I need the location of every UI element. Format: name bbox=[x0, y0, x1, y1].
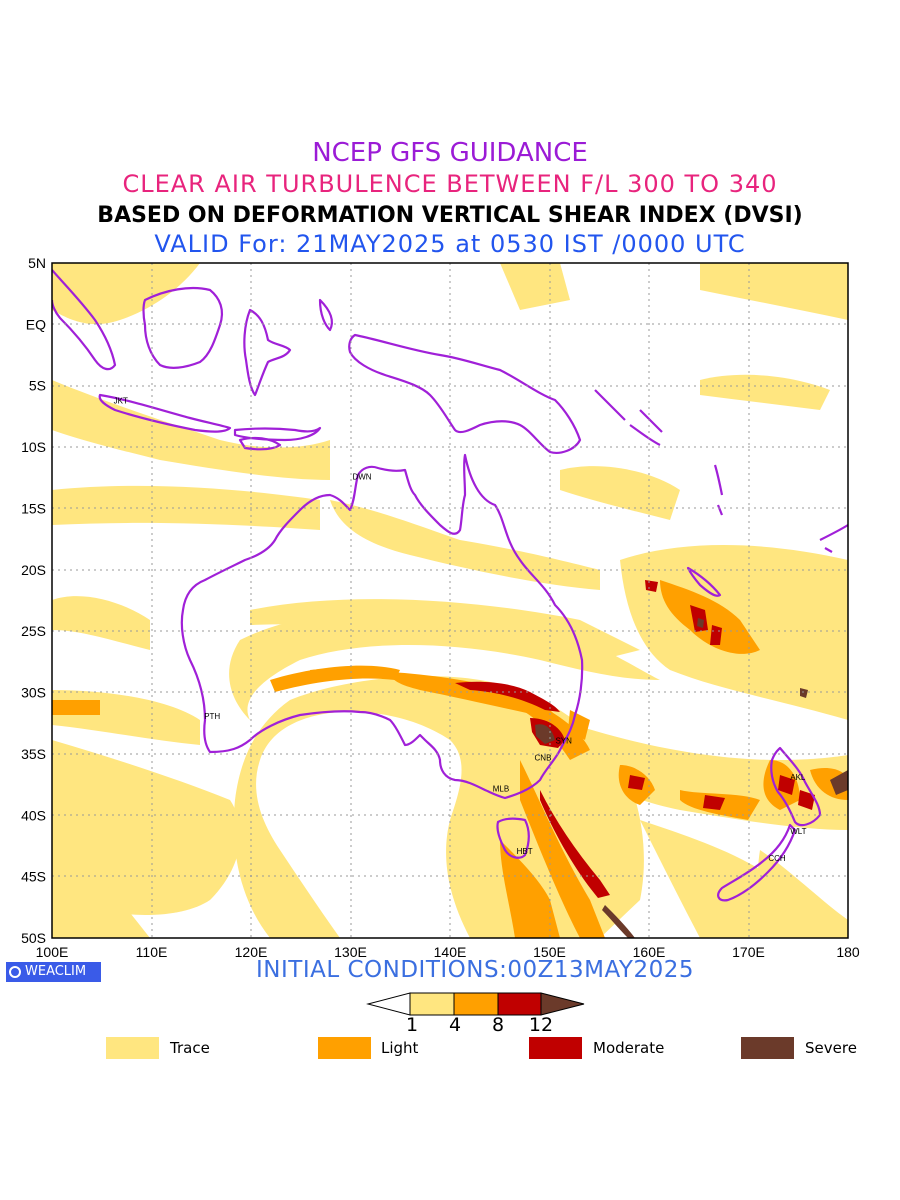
solomon-islands-coast bbox=[594, 389, 663, 446]
title-valid-time: VALID For: 21MAY2025 at 0530 IST /0000 U… bbox=[154, 230, 746, 258]
station-jkt: JKT bbox=[114, 396, 128, 405]
new-zealand-south-coast bbox=[717, 823, 797, 902]
lat-label: 45S bbox=[21, 869, 46, 885]
severe-areas bbox=[535, 618, 848, 938]
lat-label: 50S bbox=[21, 930, 46, 946]
lon-label: 170E bbox=[732, 944, 765, 960]
lon-label: 120E bbox=[235, 944, 268, 960]
new-zealand-north-coast bbox=[770, 746, 822, 827]
java-coast bbox=[98, 393, 232, 433]
station-dwn: DWN bbox=[352, 473, 371, 482]
legend-swatch-trace bbox=[106, 1037, 159, 1059]
station-hbt: HBT bbox=[517, 847, 533, 856]
lon-label: 160E bbox=[633, 944, 666, 960]
graticule bbox=[52, 263, 848, 938]
title-method: BASED ON DEFORMATION VERTICAL SHEAR INDE… bbox=[97, 203, 803, 228]
lon-label: 110E bbox=[136, 944, 168, 960]
lat-label: 25S bbox=[21, 623, 46, 639]
colorbar-severe-arrow bbox=[540, 992, 585, 1016]
lon-label: 150E bbox=[533, 944, 566, 960]
turbulence-fields bbox=[52, 263, 848, 938]
legend-swatch-moderate bbox=[529, 1037, 582, 1059]
halmahera-coast bbox=[318, 298, 334, 332]
lat-label: 5N bbox=[28, 255, 46, 271]
coastlines bbox=[52, 269, 848, 902]
sumatra-coast bbox=[52, 269, 117, 371]
sulawesi-coast bbox=[243, 308, 292, 397]
legend-label-severe: Severe bbox=[805, 1039, 857, 1057]
vanuatu-coast bbox=[713, 464, 724, 516]
colorbar-moderate bbox=[497, 992, 542, 1016]
station-wlt: WLT bbox=[790, 827, 806, 836]
lat-label: 35S bbox=[21, 746, 46, 762]
logo-text: WEACLIM bbox=[25, 964, 87, 979]
lat-label: 10S bbox=[21, 439, 46, 455]
lat-label: EQ bbox=[26, 316, 46, 332]
lat-label: 15S bbox=[21, 500, 46, 516]
new-caledonia-coast bbox=[686, 566, 722, 597]
colorbar-tick-1: 1 bbox=[405, 1014, 419, 1036]
station-cch: CCH bbox=[768, 854, 786, 863]
lon-label: 130E bbox=[334, 944, 367, 960]
colorbar-tick-8: 8 bbox=[491, 1014, 505, 1036]
colorbar-light bbox=[453, 992, 499, 1016]
lat-label: 30S bbox=[21, 685, 46, 701]
title-guidance: NCEP GFS GUIDANCE bbox=[312, 138, 588, 168]
moderate-areas bbox=[455, 580, 815, 898]
colorbar-low-arrow bbox=[366, 992, 411, 1016]
initial-conditions: INITIAL CONDITIONS:00Z13MAY2025 bbox=[256, 957, 694, 983]
logo-ring-icon bbox=[9, 966, 21, 978]
lat-label: 40S bbox=[21, 807, 46, 823]
latitude-labels: 5N EQ 5S 10S 15S 20S 25S 30S 35S 40S 45S 50S bbox=[21, 255, 46, 946]
legend-label-moderate: Moderate bbox=[593, 1039, 665, 1057]
legend-label-light: Light bbox=[381, 1039, 419, 1057]
legend-swatch-light bbox=[318, 1037, 371, 1059]
map-frame bbox=[51, 262, 849, 939]
title-product: CLEAR AIR TURBULENCE BETWEEN F/L 300 TO … bbox=[122, 170, 778, 198]
colorbar-tick-12: 12 bbox=[528, 1014, 554, 1036]
lon-label: 180 bbox=[836, 944, 860, 960]
colorbar bbox=[366, 992, 585, 1016]
lat-label: 5S bbox=[29, 378, 46, 394]
light-areas bbox=[52, 580, 848, 938]
timor-coast bbox=[238, 436, 282, 451]
legend-label-trace: Trace bbox=[170, 1039, 210, 1057]
tasmania-coast bbox=[496, 817, 530, 859]
lat-label: 20S bbox=[21, 562, 46, 578]
legend-swatch-severe bbox=[741, 1037, 794, 1059]
lon-label: 140E bbox=[434, 944, 467, 960]
station-cnb: CNB bbox=[535, 754, 552, 763]
station-akl: AKL bbox=[790, 773, 806, 782]
borneo-coast bbox=[142, 286, 224, 369]
station-syn: SYN bbox=[555, 736, 572, 745]
colorbar-trace bbox=[409, 992, 455, 1016]
lon-label: 100E bbox=[36, 944, 69, 960]
weaclim-logo: WEACLIM bbox=[6, 962, 101, 982]
longitude-labels: 100E 110E 120E 130E 140E 150E 160E 170E 180 bbox=[36, 944, 860, 960]
fiji-coast bbox=[819, 524, 848, 553]
australia-coast bbox=[180, 453, 584, 800]
new-guinea-coast bbox=[348, 333, 582, 454]
station-pth: PTH bbox=[204, 712, 220, 721]
station-mlb: MLB bbox=[493, 784, 509, 793]
colorbar-tick-4: 4 bbox=[448, 1014, 462, 1036]
